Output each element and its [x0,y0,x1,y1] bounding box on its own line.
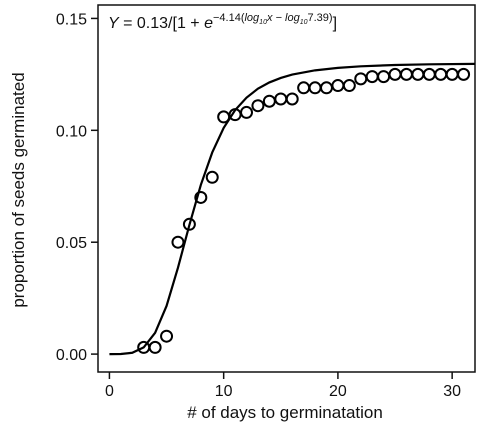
data-point [434,67,448,81]
y-tick-label: 0.10 [56,123,87,140]
data-point [240,105,254,119]
data-point [445,67,459,81]
data-point [285,92,299,106]
x-tick-label: 10 [215,383,233,400]
y-axis-label: proportion of seeds germinated [9,72,28,307]
data-point [262,94,276,108]
data-point [388,67,402,81]
data-point [160,329,174,343]
data-point [297,81,311,95]
data-point [251,99,265,113]
data-point [331,79,345,93]
data-point [457,67,471,81]
x-axis-label: # of days to germinatation [187,403,383,422]
data-point [171,235,185,249]
y-tick-label: 0.00 [56,347,87,364]
eq-part: log [285,12,301,24]
x-tick-label: 30 [443,383,461,400]
data-point [217,110,231,124]
eq-part: 7.39) [308,12,333,24]
data-point [342,79,356,93]
eq-part: x − [266,12,285,24]
data-point [354,72,368,86]
fit-curve [109,62,476,356]
data-point [308,81,322,95]
data-point [365,70,379,84]
data-point [422,67,436,81]
eq-part: e [204,15,213,32]
data-point [319,81,333,95]
eq-part: 10 [259,19,267,26]
y-tick-label: 0.05 [56,235,87,252]
eq-part: Y [108,15,120,32]
data-point [194,190,208,204]
data-point [411,67,425,81]
eq-part: = 0.13/[1 + [119,15,204,32]
eq-part: −4.14( [213,12,245,24]
plot-frame [97,4,476,373]
eq-part: log [244,12,260,24]
x-tick-label: 0 [105,383,114,400]
data-point [274,92,288,106]
eq-part: ] [333,15,337,32]
data-point [148,340,162,354]
data-point [377,70,391,84]
data-point [205,170,219,184]
fit-equation: Y = 0.13/[1 + e−4.14(log10x − log107.39)… [108,12,337,32]
data-point [182,217,196,231]
x-tick-label: 20 [329,383,347,400]
data-point [399,67,413,81]
eq-part: 10 [300,19,308,26]
y-tick-label: 0.15 [56,11,87,28]
